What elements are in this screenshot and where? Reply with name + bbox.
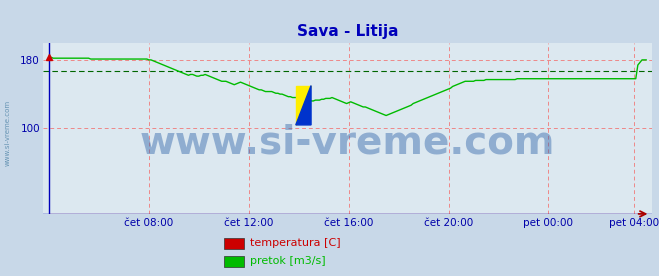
Text: www.si-vreme.com: www.si-vreme.com	[140, 123, 556, 161]
Title: Sava - Litija: Sava - Litija	[297, 24, 399, 39]
Text: www.si-vreme.com: www.si-vreme.com	[5, 99, 11, 166]
Polygon shape	[296, 86, 311, 125]
Text: temperatura [C]: temperatura [C]	[250, 238, 341, 248]
Polygon shape	[296, 86, 311, 125]
Text: pretok [m3/s]: pretok [m3/s]	[250, 256, 326, 266]
